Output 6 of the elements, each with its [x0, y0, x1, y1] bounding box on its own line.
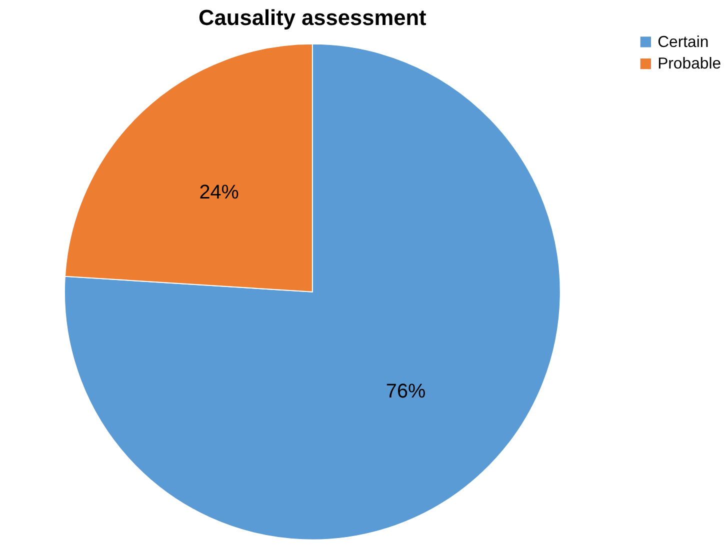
- data-label: 24%: [199, 181, 239, 204]
- legend-label: Certain: [658, 34, 709, 51]
- legend-label: Probable: [658, 56, 722, 73]
- chart-title: Causality assessment: [198, 5, 426, 30]
- data-label: 76%: [386, 380, 426, 402]
- pie-slice: [64, 43, 561, 540]
